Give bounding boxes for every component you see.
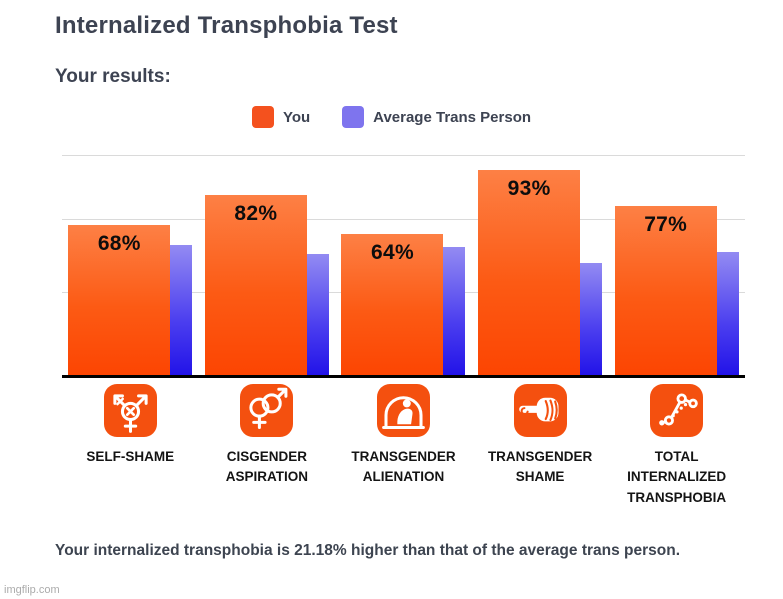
bar-value-label: 93% [507, 177, 551, 201]
imgflip-watermark: imgflip.com [4, 584, 60, 596]
transgender-x-icon [103, 384, 157, 437]
you-bar: 93% [478, 170, 581, 375]
bar-groups: 68% 82% 64% 93% 77% [62, 155, 745, 375]
bar-group: 93% [472, 155, 609, 375]
average-bar [716, 251, 739, 375]
category-cell: TOTAL INTERNALIZED TRANSPHOBIA [608, 384, 745, 508]
bar-value-label: 82% [234, 201, 278, 225]
you-bar: 64% [341, 234, 444, 375]
you-bar: 82% [204, 194, 307, 375]
bar-group: 77% [608, 155, 745, 375]
interlocked-genders-icon [240, 384, 294, 437]
category-cell: CISGENDER ASPIRATION [199, 384, 336, 508]
you-bar: 68% [68, 225, 171, 375]
result-summary-text: Your internalized transphobia is 21.18% … [55, 542, 681, 559]
results-subtitle: Your results: [55, 66, 171, 87]
pointing-hand-icon [513, 384, 567, 437]
legend-label: Average Trans Person [373, 108, 532, 126]
plot-area: 68% 82% 64% 93% 77% [62, 155, 745, 378]
bar-value-label: 64% [371, 241, 414, 265]
person-in-dome-icon [376, 384, 430, 437]
category-cell: SELF-SHAME [62, 384, 199, 508]
category-icon-row: SELF-SHAME CISGENDER ASPIRATION TRANSGEN… [62, 384, 745, 508]
bar-value-label: 68% [97, 232, 141, 256]
category-label: TRANSGENDER SHAME [487, 449, 593, 485]
category-label: CISGENDER ASPIRATION [225, 449, 309, 485]
legend-label: You [282, 108, 311, 126]
bar-value-label: 77% [644, 212, 688, 236]
bar-group: 68% [62, 155, 199, 375]
average-bar [306, 254, 329, 375]
you-bar: 77% [614, 205, 717, 375]
category-label: SELF-SHAME [86, 449, 175, 464]
bar-group: 64% [335, 155, 472, 375]
category-cell: TRANSGENDER SHAME [472, 384, 609, 508]
chart-legend: You Average Trans Person [0, 106, 783, 128]
legend-swatch [342, 106, 365, 128]
page-title: Internalized Transphobia Test [55, 12, 398, 39]
category-cell: TRANSGENDER ALIENATION [335, 384, 472, 508]
line-graph-icon [650, 384, 704, 437]
average-bar [443, 247, 466, 375]
bar-group: 82% [199, 155, 336, 375]
category-label: TOTAL INTERNALIZED TRANSPHOBIA [627, 449, 727, 505]
legend-item: Average Trans Person [342, 106, 531, 128]
bar-chart: 68% 82% 64% 93% 77% [62, 155, 745, 378]
legend-item: You [251, 106, 311, 128]
category-label: TRANSGENDER ALIENATION [351, 449, 456, 485]
average-bar [170, 245, 193, 375]
legend-swatch [251, 106, 274, 128]
gridline [62, 155, 745, 156]
gridline [62, 219, 745, 220]
average-bar [580, 262, 603, 375]
